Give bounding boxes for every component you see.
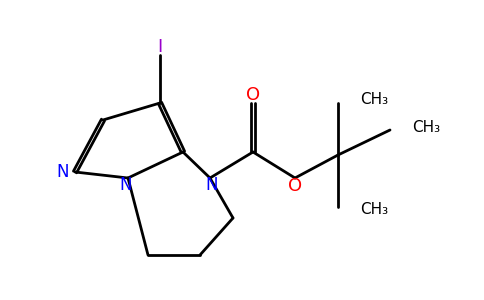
- Text: I: I: [157, 38, 163, 56]
- Text: CH₃: CH₃: [360, 92, 388, 107]
- Text: CH₃: CH₃: [412, 119, 440, 134]
- Text: N: N: [57, 163, 69, 181]
- Text: N: N: [206, 176, 218, 194]
- Text: CH₃: CH₃: [360, 202, 388, 217]
- Text: O: O: [288, 177, 302, 195]
- Text: O: O: [246, 86, 260, 104]
- Text: N: N: [120, 176, 132, 194]
